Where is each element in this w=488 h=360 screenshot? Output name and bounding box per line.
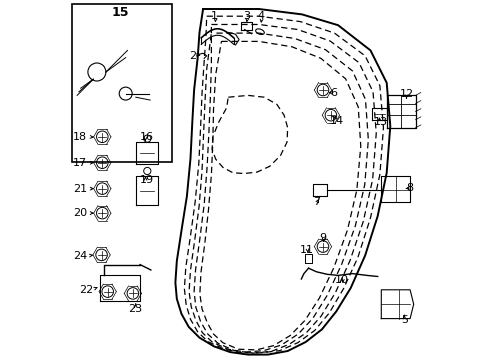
Text: 5: 5 (400, 315, 407, 325)
Text: 6: 6 (329, 88, 337, 98)
Text: 17: 17 (73, 158, 87, 168)
Text: 15: 15 (111, 6, 129, 19)
Text: 8: 8 (406, 183, 413, 193)
Text: 21: 21 (73, 184, 87, 194)
Text: 3: 3 (243, 11, 249, 21)
Text: 9: 9 (319, 233, 326, 243)
Text: 23: 23 (127, 303, 142, 314)
Text: 20: 20 (73, 208, 87, 218)
Text: 12: 12 (399, 89, 413, 99)
Text: 24: 24 (73, 251, 87, 261)
Text: 4: 4 (257, 11, 264, 21)
Text: 22: 22 (79, 285, 93, 295)
Text: 19: 19 (139, 175, 153, 185)
Text: 10: 10 (334, 275, 348, 285)
Text: 7: 7 (312, 197, 320, 207)
Text: 2: 2 (188, 51, 196, 61)
Text: 1: 1 (210, 11, 217, 21)
Text: 13: 13 (373, 117, 387, 127)
Text: 14: 14 (329, 116, 343, 126)
Text: 16: 16 (139, 132, 153, 142)
Text: 18: 18 (73, 132, 87, 142)
Bar (72, 4, 172, 162)
Text: 11: 11 (299, 245, 313, 255)
